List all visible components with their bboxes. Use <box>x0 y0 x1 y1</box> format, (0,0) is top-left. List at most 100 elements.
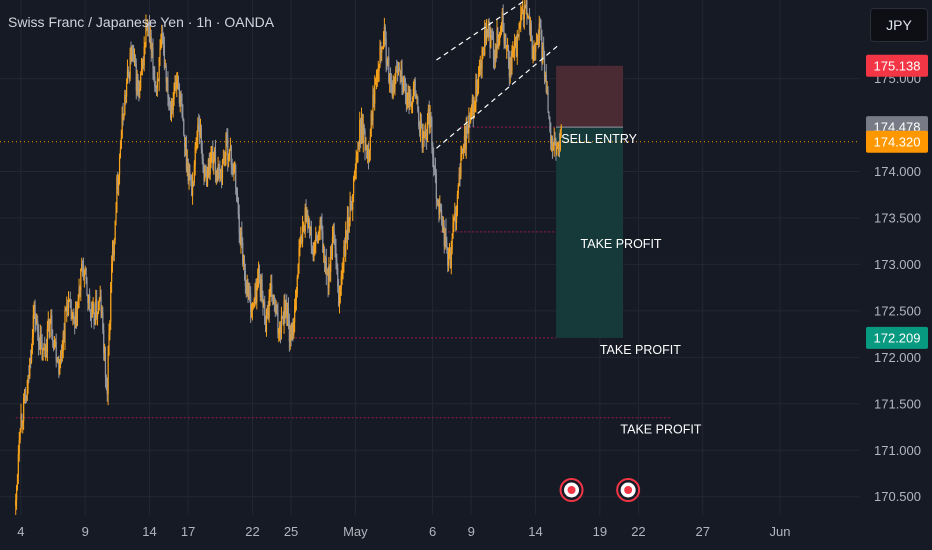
candle-body <box>179 95 181 104</box>
candle-body <box>45 346 48 352</box>
candle-body <box>181 103 183 115</box>
candle-body <box>328 264 330 288</box>
candle-body <box>115 212 117 221</box>
candle-body <box>225 134 227 156</box>
candle-body <box>332 231 334 238</box>
candle-body <box>266 309 268 311</box>
candle-body <box>531 37 533 60</box>
currency-button[interactable]: JPY <box>870 8 928 42</box>
candle-body <box>412 88 415 102</box>
candle-body <box>540 26 542 35</box>
candle-body <box>198 124 200 126</box>
candle-body <box>323 249 325 253</box>
candle-body <box>431 119 433 146</box>
candle-body <box>513 50 515 52</box>
candle-body <box>373 94 375 104</box>
candle-body <box>521 13 523 15</box>
y-tick-label: 170.500 <box>874 489 921 504</box>
candle-body <box>40 335 42 343</box>
candle-body <box>55 341 57 361</box>
candle-body <box>370 113 372 137</box>
candle-body <box>218 166 220 171</box>
candle-body <box>462 148 464 151</box>
candle-body <box>484 30 487 44</box>
candle-body <box>213 160 215 164</box>
candle-body <box>297 264 299 278</box>
candle-body <box>397 67 400 73</box>
candle-body <box>556 147 558 154</box>
candle-body <box>203 172 205 180</box>
candle-body <box>244 270 246 287</box>
candle-body <box>220 169 222 173</box>
candle-body <box>86 278 88 295</box>
candle-body <box>543 47 545 56</box>
candle-body <box>143 46 145 66</box>
candle-body <box>308 220 311 233</box>
candle-body <box>200 129 202 150</box>
candle-body <box>156 79 158 89</box>
candle-body <box>491 35 493 37</box>
candle-body <box>301 225 304 243</box>
candle-body <box>447 249 449 266</box>
candle-body <box>245 286 247 295</box>
candle-body <box>319 220 321 231</box>
candle-body <box>217 166 219 182</box>
trendline <box>436 45 558 149</box>
candle-body <box>54 341 56 343</box>
candle-body <box>554 138 556 145</box>
candle-body <box>144 45 146 47</box>
x-tick-label: 19 <box>593 524 607 539</box>
candle-body <box>331 237 334 256</box>
candle-body <box>294 299 297 306</box>
candle-body <box>75 311 78 326</box>
candle-body <box>98 300 100 303</box>
candle-body <box>448 253 450 266</box>
candle-body <box>499 32 501 43</box>
candle-body <box>91 308 93 318</box>
candle-body <box>548 111 550 117</box>
candle-body <box>226 134 228 138</box>
candle-body <box>93 304 95 322</box>
candle-body <box>271 284 273 297</box>
y-tick-label: 172.000 <box>874 350 921 365</box>
candle-body <box>503 31 505 44</box>
candle-body <box>154 76 156 87</box>
candle-body <box>427 108 429 118</box>
candle-body <box>22 421 24 424</box>
candle-body <box>137 77 139 90</box>
candle-body <box>237 197 239 215</box>
candle-body <box>183 120 185 135</box>
candle-body <box>308 220 310 229</box>
candle-body <box>227 137 229 161</box>
candle-body <box>85 267 87 279</box>
candle-body <box>15 486 18 501</box>
candle-body <box>216 171 218 182</box>
candle-body <box>367 151 370 163</box>
candle-body <box>100 296 102 313</box>
candle-body <box>437 201 439 203</box>
candle-body <box>495 51 497 54</box>
candle-body <box>496 29 498 54</box>
candle-body <box>316 238 319 242</box>
candle-body <box>535 44 537 52</box>
candle-body <box>423 132 425 134</box>
candle-body <box>78 288 80 300</box>
candle-body <box>550 138 553 144</box>
candle-body <box>290 334 292 339</box>
candle-body <box>229 146 232 150</box>
candle-body <box>294 305 296 323</box>
x-tick-label: 14 <box>142 524 156 539</box>
candle-body <box>492 35 494 39</box>
candle-body <box>56 360 58 362</box>
candle-body <box>487 24 489 38</box>
candle-body <box>164 66 166 68</box>
candle-body <box>184 145 187 147</box>
candle-body <box>36 320 38 323</box>
candle-body <box>37 320 39 332</box>
candle-body <box>134 58 136 64</box>
candle-body <box>291 327 293 339</box>
candle-body <box>314 243 316 247</box>
candle-body <box>522 9 525 20</box>
candle-body <box>560 125 562 131</box>
